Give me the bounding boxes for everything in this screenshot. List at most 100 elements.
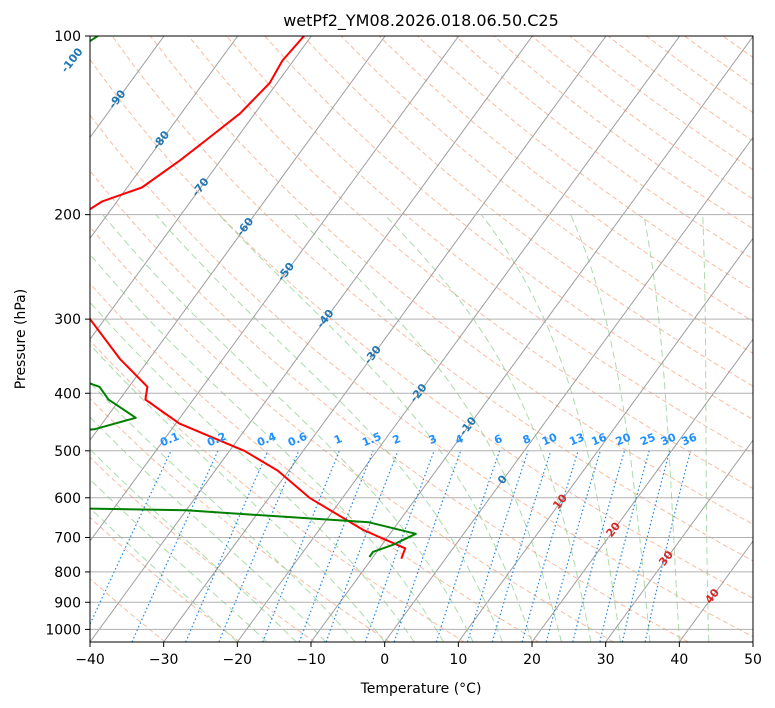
dry-adiabat (722, 36, 753, 59)
dry-adiabat (761, 36, 775, 642)
mixing-ratio-label: 6 (492, 432, 504, 447)
mixing-ratio-line (90, 450, 172, 626)
dry-adiabat (90, 58, 753, 599)
mixing-ratio-label: 10 (540, 431, 559, 449)
mixing-ratio-lines (90, 450, 692, 642)
mixing-ratio-label: 0.6 (286, 430, 309, 449)
isotherm (90, 36, 239, 240)
x-tick-label: 0 (380, 652, 389, 668)
sounding-series (90, 36, 417, 560)
isobars (90, 36, 753, 630)
y-tick-label: 900 (54, 595, 81, 611)
temperature-label: 30 (656, 548, 676, 568)
isotherms (90, 36, 753, 642)
y-tick-label: 700 (54, 531, 81, 547)
isotherm (90, 36, 460, 542)
temperature-label: -100 (58, 45, 85, 75)
moist-adiabat (90, 507, 238, 642)
mixing-ratio-label: 0.1 (158, 430, 181, 449)
mixing-ratio-label: 0.2 (205, 430, 228, 449)
y-tick-label: 400 (54, 386, 81, 402)
temperature-label: -40 (314, 307, 337, 331)
x-tick-label: 10 (449, 652, 467, 668)
dry-adiabat (607, 36, 753, 142)
mixing-ratio-label: 16 (589, 431, 608, 449)
mixing-ratio-line (572, 450, 626, 642)
dry-adiabat (90, 282, 540, 642)
mixing-ratio-line (621, 450, 671, 642)
moist-adiabat (702, 214, 710, 642)
mixing-ratio-line (364, 450, 435, 642)
y-tick-label: 600 (54, 491, 81, 507)
mixing-ratio-line (545, 450, 601, 642)
mixing-ratio-line (393, 450, 462, 642)
x-tick-label: −10 (296, 652, 326, 668)
mixing-ratio-line (599, 450, 650, 642)
dry-adiabat (111, 36, 753, 562)
y-tick-label: 800 (54, 565, 81, 581)
moist-adiabat (218, 214, 533, 642)
mixing-ratio-line (325, 450, 399, 642)
x-tick-label: 50 (744, 652, 762, 668)
mixing-ratio-line (298, 450, 374, 642)
mixing-ratio-label: 13 (567, 431, 586, 449)
isotherm (90, 36, 533, 642)
mixing-ratio-line (435, 450, 501, 642)
mixing-ratio-label: 30 (659, 431, 678, 449)
x-axis-label: Temperature (°C) (360, 681, 482, 697)
y-axis-ticks: 100 200 300 400 500 600 700 800 900 1000 (45, 29, 90, 638)
mixing-ratio-line (521, 450, 579, 642)
moist-adiabat (90, 448, 297, 642)
moist-adiabat (90, 381, 356, 642)
temperature-label: -70 (189, 175, 212, 199)
dry-adiabat (90, 114, 753, 638)
moist-adiabat (294, 214, 562, 642)
moist-adiabat (90, 416, 327, 642)
moist-adiabat (90, 301, 415, 642)
mixing-ratio-label: 25 (638, 431, 657, 449)
isotherm (605, 439, 753, 642)
dry-adiabat (340, 36, 753, 354)
x-tick-label: 20 (523, 652, 541, 668)
moist-adiabat (570, 214, 651, 642)
temperature-label: 10 (550, 491, 570, 511)
moist-adiabat (384, 214, 592, 642)
mixing-ratio-label: 20 (614, 431, 633, 449)
mixing-ratio-line (644, 450, 692, 642)
dry-adiabat (149, 36, 753, 525)
mixing-ratio-line (262, 450, 340, 642)
isotherm (531, 338, 753, 642)
dry-adiabats (90, 36, 775, 642)
dry-adiabat (90, 226, 614, 642)
x-axis-ticks: −40 −30 −20 −10 0 10 20 30 40 50 (75, 642, 762, 668)
temperature-label: 40 (702, 586, 722, 606)
mixing-ratio-label: 0.4 (255, 430, 278, 449)
x-tick-label: −40 (75, 652, 105, 668)
moist-adiabat (102, 214, 474, 642)
temperature-label: -20 (407, 381, 430, 405)
dry-adiabat (90, 516, 241, 642)
isotherm (457, 237, 753, 642)
y-tick-label: 300 (54, 312, 81, 328)
dry-adiabat (378, 36, 753, 322)
dry-adiabat (90, 170, 689, 642)
mixing-ratio-label: 1 (332, 432, 344, 447)
dry-adiabat (302, 36, 753, 387)
isotherm (310, 36, 753, 642)
y-tick-label: 100 (54, 29, 81, 45)
x-tick-label: −30 (149, 652, 179, 668)
y-tick-label: 200 (54, 208, 81, 224)
temperature-label: -60 (234, 215, 257, 239)
plot-frame (89, 35, 754, 643)
x-tick-label: 40 (670, 652, 688, 668)
mixing-ratio-label: 8 (521, 432, 533, 447)
dry-adiabat (90, 397, 390, 642)
moist-adiabat (90, 253, 445, 642)
y-axis-label: Pressure (hPa) (13, 289, 29, 389)
isotherm (163, 36, 607, 642)
mixing-ratio-label: 3 (427, 432, 439, 447)
x-tick-label: 30 (597, 652, 615, 668)
chart-title: wetPf2_YM08.2026.018.06.50.C25 (283, 11, 559, 31)
moist-adiabat (643, 214, 680, 642)
